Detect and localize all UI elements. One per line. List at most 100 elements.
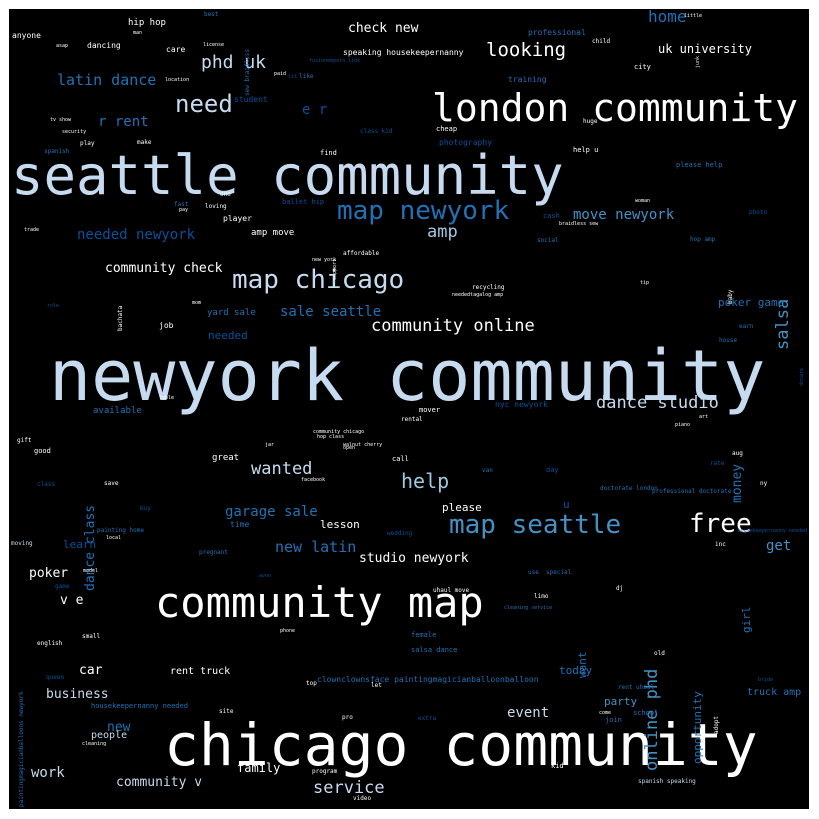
cloud-word: lesson [320, 518, 360, 531]
cloud-word: party [604, 695, 638, 708]
cloud-word: buy [140, 505, 151, 512]
cloud-word: community online [371, 316, 535, 336]
cloud-word: v e [60, 593, 84, 608]
cloud-word: kid [551, 762, 564, 770]
cloud-word: pregnant [199, 549, 228, 556]
cloud-word: inc [715, 541, 726, 548]
cloud-word: event [507, 705, 550, 721]
cloud-word: hop amp [690, 236, 716, 243]
cloud-word: please [442, 501, 482, 514]
cloud-word: pay [179, 207, 189, 213]
cloud-word: english [37, 640, 63, 647]
cloud-word: role [47, 303, 60, 309]
cloud-word: site [219, 708, 234, 715]
cloud-word: care [166, 45, 186, 54]
cloud-word: cash [543, 212, 560, 220]
cloud-word: community check [105, 261, 223, 276]
cloud-word: mom [192, 300, 202, 306]
cloud-word: community chicago [313, 429, 365, 435]
cloud-word: sew braidless [244, 48, 251, 96]
cloud-word: neededtagalog amp [452, 292, 504, 298]
cloud-word: girl [740, 606, 753, 634]
cloud-word: housekeepernanny needed [737, 528, 807, 534]
cloud-word: earn [739, 323, 754, 330]
cloud-word: use [528, 569, 539, 576]
cloud-word: walnut cherry [343, 442, 383, 448]
cloud-word: professional doctorate [652, 488, 732, 495]
cloud-word: avon [259, 573, 272, 579]
cloud-word: lit [288, 74, 298, 80]
cloud-word: man [133, 30, 143, 36]
cloud-word: nyc newyork [495, 400, 548, 409]
cloud-word: loving [205, 203, 227, 210]
cloud-word: need [175, 90, 233, 118]
cloud-word: dance studio [596, 393, 719, 413]
cloud-word: cleaning [82, 741, 107, 747]
cloud-word: model [83, 568, 99, 574]
cloud-word: available [93, 406, 142, 416]
cloud-word: special [546, 569, 572, 576]
cloud-word: let [371, 682, 382, 689]
cloud-word: art [699, 414, 709, 420]
cloud-word: game [55, 583, 70, 590]
cloud-word: extra [418, 715, 437, 722]
cloud-word: yard sale [207, 308, 256, 318]
cloud-word: braidless sew [559, 221, 599, 227]
cloud-word: city [634, 63, 651, 71]
cloud-word: hip hop [128, 18, 166, 28]
cloud-word: bride [758, 677, 774, 683]
cloud-word: get [766, 538, 792, 554]
cloud-word: junk [695, 55, 701, 68]
cloud-word: car [79, 663, 103, 678]
cloud-word: spanish speaking [638, 778, 696, 785]
cloud-word: community map [155, 578, 484, 627]
cloud-word: small [82, 633, 101, 640]
cloud-word: limo [534, 593, 549, 600]
cloud-word: wanted [251, 459, 313, 479]
cloud-word: phone [280, 628, 296, 634]
cloud-word: video [353, 795, 372, 802]
cloud-word: amp [427, 222, 458, 242]
cloud-word: family [237, 761, 281, 775]
cloud-word: asap [56, 43, 69, 49]
cloud-word: day [546, 466, 559, 474]
cloud-word: business [46, 687, 109, 702]
cloud-word: uhaul move [433, 587, 470, 594]
cloud-word: piano [675, 422, 691, 428]
cloud-word: class [37, 481, 56, 488]
word-cloud: newyork community seattle community chicag… [9, 9, 809, 809]
cloud-word: dancing [87, 41, 121, 50]
cloud-word: new latin [275, 538, 357, 556]
cloud-word: mover [419, 406, 441, 414]
cloud-word: ny [760, 480, 768, 487]
cloud-word: queen [46, 674, 65, 681]
cloud-word: looking [486, 39, 567, 61]
cloud-word: painting home [97, 527, 144, 534]
cloud-word: job [159, 321, 174, 330]
cloud-word: speaking housekeepernanny [343, 48, 464, 57]
cloud-word: amp move [251, 228, 295, 238]
cloud-word: one [220, 191, 231, 198]
cloud-word: chicago community [164, 711, 758, 779]
cloud-word: open [343, 445, 356, 451]
cloud-word: truck amp [747, 687, 802, 698]
cloud-word: garage sale [225, 504, 318, 520]
cloud-word: photography [439, 138, 492, 147]
cloud-word: house [719, 337, 738, 344]
cloud-word: map seattle [449, 510, 622, 540]
cloud-word: license [203, 42, 225, 48]
cloud-word: e r [302, 102, 328, 118]
cloud-word: good [34, 447, 51, 455]
cloud-word: class kid [360, 128, 393, 135]
cloud-word: social [537, 237, 559, 244]
cloud-word: map newyork [337, 196, 510, 226]
cloud-word: player [223, 214, 252, 223]
cloud-word: bachata [117, 305, 124, 332]
cloud-word: free [689, 509, 752, 539]
cloud-word: anyone [12, 31, 41, 40]
cloud-word: paid [274, 71, 287, 77]
cloud-word: london community [432, 86, 799, 130]
cloud-word: student [234, 95, 268, 104]
cloud-word: school [633, 709, 659, 717]
cloud-word: van [482, 467, 493, 474]
